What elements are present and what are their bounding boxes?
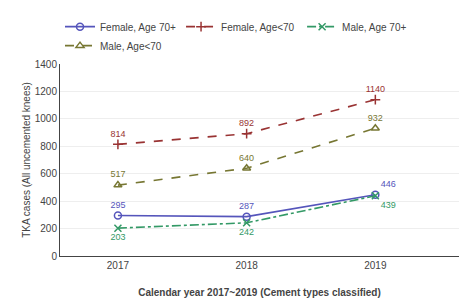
svg-text:200: 200 — [40, 223, 57, 234]
svg-text:2018: 2018 — [236, 260, 259, 271]
svg-text:1400: 1400 — [35, 59, 58, 70]
svg-text:203: 203 — [110, 232, 125, 242]
svg-text:Calendar year 2017~2019 (Cemen: Calendar year 2017~2019 (Cement types cl… — [138, 287, 381, 298]
svg-text:400: 400 — [40, 196, 57, 207]
svg-text:446: 446 — [381, 179, 396, 189]
svg-text:2019: 2019 — [364, 260, 387, 271]
svg-text:640: 640 — [239, 153, 254, 163]
svg-text:Male, Age<70: Male, Age<70 — [100, 41, 162, 52]
svg-text:439: 439 — [381, 200, 396, 210]
svg-text:814: 814 — [110, 129, 125, 139]
svg-text:0: 0 — [51, 251, 57, 262]
svg-text:600: 600 — [40, 168, 57, 179]
svg-text:2017: 2017 — [107, 260, 130, 271]
svg-text:932: 932 — [368, 113, 383, 123]
svg-text:1200: 1200 — [35, 86, 58, 97]
svg-text:Female, Age 70+: Female, Age 70+ — [100, 22, 176, 33]
svg-text:800: 800 — [40, 141, 57, 152]
svg-text:Female, Age<70: Female, Age<70 — [221, 22, 295, 33]
svg-text:Male, Age 70+: Male, Age 70+ — [342, 22, 406, 33]
svg-text:TKA cases (All uncemented knee: TKA cases (All uncemented knees) — [21, 82, 32, 238]
svg-text:1140: 1140 — [366, 84, 385, 94]
svg-text:242: 242 — [239, 227, 254, 237]
svg-text:287: 287 — [239, 201, 254, 211]
svg-text:517: 517 — [110, 169, 125, 179]
svg-text:1000: 1000 — [35, 113, 58, 124]
svg-text:295: 295 — [110, 200, 125, 210]
svg-text:892: 892 — [239, 118, 254, 128]
